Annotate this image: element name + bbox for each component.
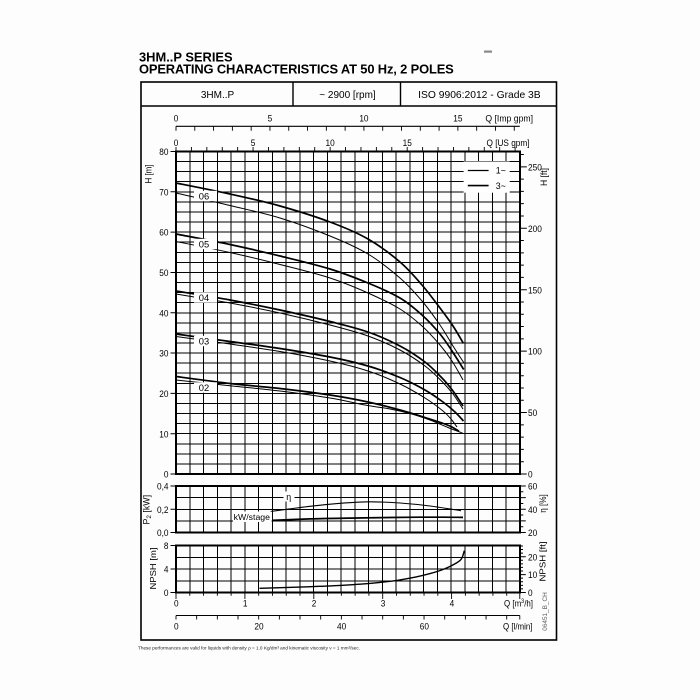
svg-text:03: 03 [199, 336, 209, 346]
svg-text:50: 50 [528, 408, 537, 418]
svg-text:η [%]: η [%] [538, 494, 548, 513]
svg-text:80: 80 [159, 147, 168, 157]
svg-text:3HM..P SERIES: 3HM..P SERIES [139, 49, 233, 64]
svg-text:0: 0 [528, 470, 533, 480]
svg-text:These performances are valid f: These performances are valid for liquids… [138, 646, 360, 651]
svg-text:150: 150 [528, 285, 542, 295]
svg-text:10: 10 [359, 113, 368, 123]
svg-text:20: 20 [159, 389, 168, 399]
svg-text:50: 50 [159, 268, 168, 278]
svg-text:0: 0 [174, 621, 179, 631]
svg-text:3: 3 [381, 598, 386, 608]
svg-text:H [m]: H [m] [144, 165, 154, 184]
svg-text:10: 10 [528, 570, 537, 580]
svg-text:15: 15 [453, 113, 462, 123]
svg-text:15: 15 [403, 138, 412, 148]
svg-text:60: 60 [528, 482, 537, 492]
svg-text:70: 70 [159, 187, 168, 197]
svg-text:05: 05 [199, 239, 209, 249]
svg-text:20: 20 [528, 552, 537, 562]
svg-text:04: 04 [199, 293, 209, 303]
svg-text:4: 4 [450, 598, 455, 608]
svg-text:02: 02 [199, 383, 209, 393]
svg-text:60: 60 [159, 228, 168, 238]
svg-text:0: 0 [174, 113, 179, 123]
svg-text:2: 2 [312, 598, 317, 608]
svg-text:1: 1 [243, 598, 248, 608]
svg-text:0: 0 [164, 588, 169, 598]
svg-text:NPSH [ft]: NPSH [ft] [538, 542, 548, 582]
svg-text:0: 0 [174, 138, 179, 148]
svg-text:20: 20 [528, 528, 537, 538]
svg-text:η: η [286, 492, 291, 502]
svg-text:0: 0 [164, 470, 169, 480]
svg-text:8: 8 [164, 541, 169, 551]
svg-text:Q [l/min]: Q [l/min] [503, 621, 533, 631]
svg-text:40: 40 [528, 505, 537, 515]
svg-text:250: 250 [528, 162, 542, 172]
svg-text:P2 [kW]: P2 [kW] [142, 495, 153, 524]
svg-text:200: 200 [528, 224, 542, 234]
svg-text:40: 40 [159, 308, 168, 318]
svg-text:30: 30 [159, 349, 168, 359]
svg-text:ISO 9906:2012 - Grade 3B: ISO 9906:2012 - Grade 3B [418, 90, 541, 101]
svg-text:~ 2900 [rpm]: ~ 2900 [rpm] [319, 90, 376, 101]
svg-text:0,4: 0,4 [157, 482, 169, 492]
svg-text:10: 10 [326, 138, 335, 148]
svg-text:kW/stage: kW/stage [234, 512, 271, 522]
svg-text:0: 0 [174, 598, 179, 608]
svg-text:06: 06 [199, 191, 209, 201]
svg-text:0: 0 [528, 588, 533, 598]
svg-text:10: 10 [159, 429, 168, 439]
svg-text:1~: 1~ [496, 166, 506, 176]
svg-text:20: 20 [254, 621, 263, 631]
svg-text:40: 40 [337, 621, 346, 631]
svg-text:5: 5 [251, 138, 256, 148]
svg-text:3HM..P: 3HM..P [201, 90, 235, 101]
svg-text:100: 100 [528, 347, 542, 357]
svg-text:NPSH [m]: NPSH [m] [148, 548, 158, 590]
svg-text:0,2: 0,2 [157, 505, 169, 515]
svg-text:3~: 3~ [496, 181, 506, 191]
svg-text:06451_B_CH: 06451_B_CH [542, 592, 549, 631]
svg-text:5: 5 [268, 113, 273, 123]
svg-text:H [ft]: H [ft] [539, 168, 549, 186]
svg-text:Q [US gpm]: Q [US gpm] [487, 138, 530, 148]
svg-text:0,0: 0,0 [157, 528, 169, 538]
svg-text:Q [m3/h]: Q [m3/h] [504, 598, 533, 609]
svg-text:60: 60 [420, 621, 429, 631]
svg-text:Q [Imp gpm]: Q [Imp gpm] [485, 113, 533, 123]
svg-text:OPERATING CHARACTERISTICS AT 5: OPERATING CHARACTERISTICS AT 50 Hz, 2 PO… [139, 61, 454, 76]
svg-text:4: 4 [164, 565, 169, 575]
